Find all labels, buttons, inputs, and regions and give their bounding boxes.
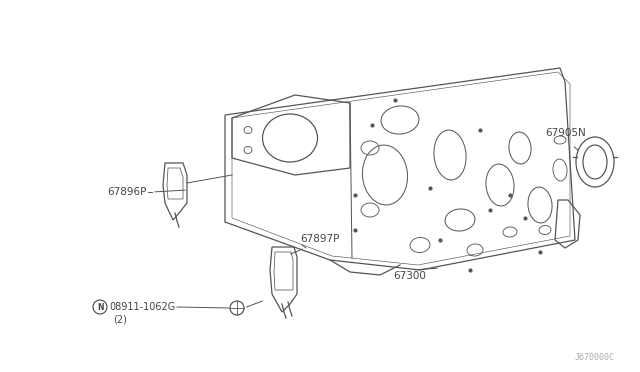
Text: 67896P: 67896P (107, 187, 147, 197)
Text: J670000C: J670000C (575, 353, 615, 362)
Text: 08911-1062G: 08911-1062G (109, 302, 175, 312)
Text: (2): (2) (113, 314, 127, 324)
Text: 67905N: 67905N (545, 128, 586, 138)
Text: N: N (97, 302, 103, 311)
Text: 67300: 67300 (393, 271, 426, 281)
Text: 67897P: 67897P (300, 234, 339, 244)
